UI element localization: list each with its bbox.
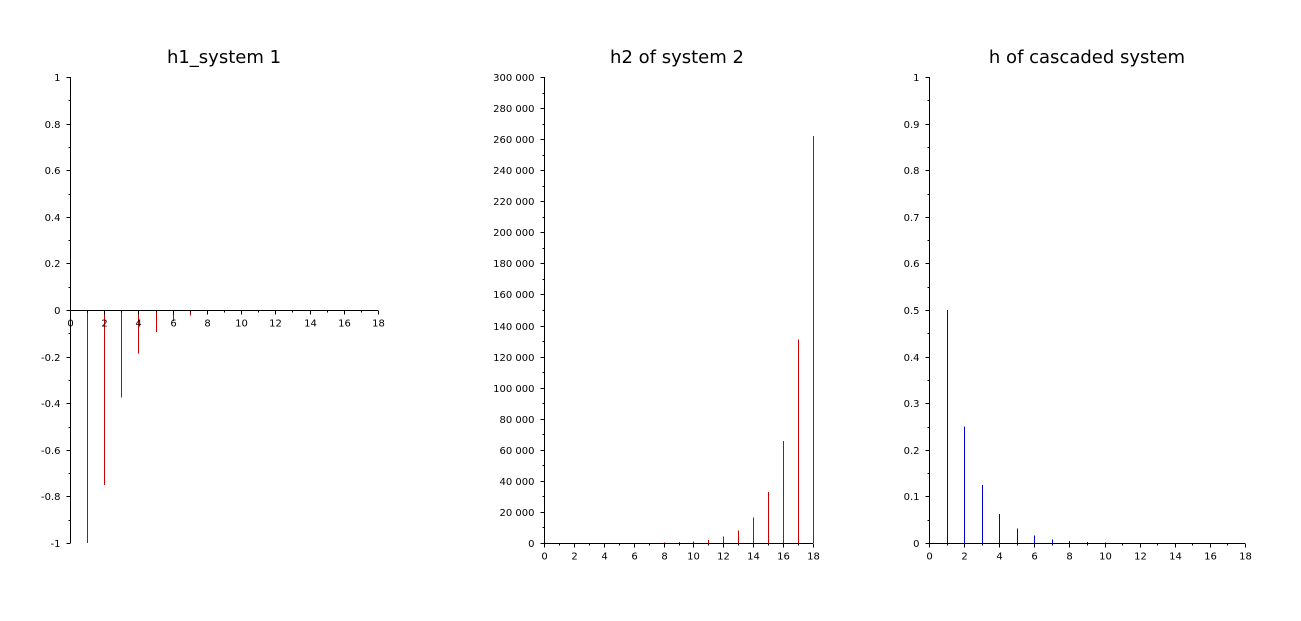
h1-y-tick-label: 0 <box>54 306 60 317</box>
h1-x-tick-label: 16 <box>338 319 351 330</box>
h1-y-tick-label: -0.4 <box>41 399 61 410</box>
cascaded-y-tick-label: 0.2 <box>904 446 920 457</box>
cascaded-y-tick-label: 0.9 <box>904 120 920 131</box>
h1-x-tick-label: 6 <box>170 319 176 330</box>
chart-panel-cascaded: h of cascaded system 0 0.1 0.2 0.3 0.4 0.5 0.6… <box>904 47 1252 563</box>
cascaded-x-tick-label: 12 <box>1134 552 1147 563</box>
h1-x-tick-label: 14 <box>304 319 317 330</box>
h2-y-tick-label: 120 000 <box>493 353 534 364</box>
h2-x-tick-label: 2 <box>571 552 577 563</box>
h1-x-tick-label: 12 <box>269 319 282 330</box>
h1-y-tick-label: 1 <box>54 73 60 84</box>
h1-x-tick-label: 10 <box>235 319 248 330</box>
h2-y-tick-label: 300 000 <box>493 73 534 84</box>
cascaded-y-tick-label: 0.7 <box>904 213 920 224</box>
chart-title-h2: h2 of system 2 <box>610 47 744 68</box>
h1-y-tick-label: 0.2 <box>45 259 61 270</box>
cascaded-x-tick-label: 16 <box>1204 552 1217 563</box>
chart-panel-h1: h1_system 1 -1 -0.8 -0.6 -0.4 -0.2 0 0.2 0.4 0.6… <box>41 47 385 550</box>
h1-x-tick-label: 18 <box>372 319 385 330</box>
h1-x-tick-label: 0 <box>67 319 73 330</box>
h2-y-tick-label: 240 000 <box>493 166 534 177</box>
cascaded-x-tick-label: 0 <box>926 552 932 563</box>
cascaded-x-tick-label: 4 <box>996 552 1002 563</box>
h1-y-tick-label: 0.4 <box>45 213 61 224</box>
cascaded-y-tick-label: 0 <box>913 539 919 550</box>
h2-y-tick-label: 60 000 <box>500 446 535 457</box>
cascaded-y-tick-label: 1 <box>913 73 919 84</box>
h1-y-tick-label: -0.8 <box>41 492 61 503</box>
h2-y-tick-label: 20 000 <box>500 508 535 519</box>
h1-x-tick-label: 4 <box>135 319 141 330</box>
h2-x-tick-label: 6 <box>631 552 637 563</box>
cascaded-x-tick-label: 6 <box>1031 552 1037 563</box>
h2-y-tick-label: 160 000 <box>493 290 534 301</box>
h1-x-tick-label: 2 <box>101 319 107 330</box>
h1-y-tick-label: -0.2 <box>41 353 61 364</box>
cascaded-y-tick-label: 0.5 <box>904 306 920 317</box>
h2-y-tick-label: 140 000 <box>493 322 534 333</box>
h2-y-tick-label: 280 000 <box>493 104 534 115</box>
h2-y-tick-label: 180 000 <box>493 259 534 270</box>
cascaded-y-tick-label: 0.6 <box>904 259 920 270</box>
h2-x-tick-label: 10 <box>687 552 700 563</box>
h2-y-tick-label: 200 000 <box>493 228 534 239</box>
cascaded-y-tick-label: 0.1 <box>904 492 920 503</box>
cascaded-y-tick-label: 0.3 <box>904 399 920 410</box>
h2-y-tick-label: 0 <box>528 539 534 550</box>
h1-x-tick-label: 8 <box>204 319 210 330</box>
h2-x-tick-label: 16 <box>777 552 790 563</box>
h1-y-tick-label: 0.6 <box>45 166 61 177</box>
h2-y-tick-label: 260 000 <box>493 135 534 146</box>
h2-x-tick-label: 0 <box>541 552 547 563</box>
h2-x-tick-label: 8 <box>661 552 667 563</box>
h2-x-tick-label: 14 <box>747 552 760 563</box>
cascaded-x-tick-label: 18 <box>1239 552 1252 563</box>
cascaded-x-tick-label: 8 <box>1066 552 1072 563</box>
cascaded-x-tick-label: 10 <box>1099 552 1112 563</box>
h2-y-tick-label: 40 000 <box>500 477 535 488</box>
h1-y-tick-label: -1 <box>51 539 61 550</box>
cascaded-y-tick-label: 0.8 <box>904 166 920 177</box>
cascaded-y-tick-label: 0.4 <box>904 353 920 364</box>
h2-y-tick-label: 80 000 <box>500 415 535 426</box>
h2-x-tick-label: 12 <box>717 552 730 563</box>
chart-panel-h2: h2 of system 2 0 20 000 40 000 60 000 80 000… <box>493 47 820 563</box>
chart-title-cascaded: h of cascaded system <box>989 47 1185 68</box>
cascaded-x-tick-label: 14 <box>1169 552 1182 563</box>
h2-x-tick-label: 18 <box>807 552 820 563</box>
h1-y-tick-label: 0.8 <box>45 120 61 131</box>
h1-y-tick-label: -0.6 <box>41 446 61 457</box>
h2-y-tick-label: 100 000 <box>493 384 534 395</box>
h2-y-tick-label: 220 000 <box>493 197 534 208</box>
cascaded-x-tick-label: 2 <box>961 552 967 563</box>
chart-title-h1: h1_system 1 <box>167 47 281 68</box>
h2-x-tick-label: 4 <box>601 552 607 563</box>
